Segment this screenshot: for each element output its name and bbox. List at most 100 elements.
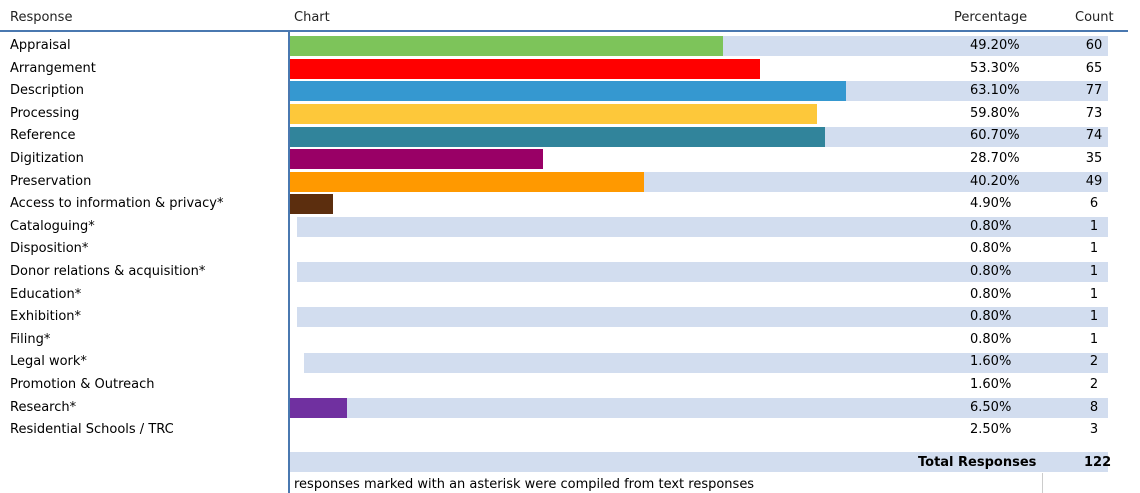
count-label: 65 — [1085, 60, 1103, 76]
percent-label: 0.80% — [970, 286, 1012, 302]
percent-label: 0.80% — [970, 218, 1012, 234]
category-label: Reference — [10, 128, 76, 144]
bar — [290, 397, 348, 418]
bar — [290, 262, 298, 283]
percent-label: 53.30% — [970, 60, 1020, 76]
category-label: Disposition* — [10, 241, 89, 257]
table-row: Description 63.10% 77 — [0, 80, 1140, 103]
count-label: 3 — [1089, 422, 1099, 438]
category-label: Arrangement — [10, 60, 96, 76]
percent-label: 63.10% — [970, 83, 1020, 99]
chart-column-divider — [288, 30, 290, 493]
table-row: Exhibition* 0.80% 1 — [0, 306, 1140, 329]
category-label: Research* — [10, 399, 77, 415]
percent-label: 6.50% — [970, 399, 1012, 415]
header-count: Count — [1075, 10, 1114, 25]
table-row: Access to information & privacy* 4.90% 6 — [0, 193, 1140, 216]
percent-label: 0.80% — [970, 241, 1012, 257]
bar — [290, 104, 817, 125]
bar — [290, 36, 724, 57]
table-row: Processing 59.80% 73 — [0, 103, 1140, 126]
header-percentage: Percentage — [954, 10, 1028, 25]
header-response: Response — [10, 10, 73, 25]
table-row: Preservation 40.20% 49 — [0, 171, 1140, 194]
category-label: Legal work* — [10, 354, 87, 370]
bar — [290, 330, 298, 351]
table-row: Research* 6.50% 8 — [0, 397, 1140, 420]
row-band — [290, 352, 1108, 373]
bar — [290, 126, 825, 147]
category-label: Digitization — [10, 151, 84, 166]
category-label: Description — [10, 83, 85, 99]
category-label: Processing — [10, 105, 80, 121]
category-label: Preservation — [10, 173, 92, 189]
category-label: Residential Schools / TRC — [10, 422, 174, 438]
bar — [290, 307, 298, 328]
percent-label: 1.60% — [970, 354, 1012, 370]
category-label: Donor relations & acquisition* — [10, 264, 206, 279]
percent-label: 28.70% — [970, 151, 1020, 166]
total-row-band — [290, 452, 1108, 472]
percent-label: 49.20% — [970, 38, 1020, 53]
count-label: 35 — [1085, 151, 1103, 166]
category-label: Cataloguing* — [10, 218, 95, 234]
total-responses-value: 122 — [1084, 455, 1112, 470]
row-band — [290, 262, 1108, 283]
footnote-box — [290, 473, 1043, 493]
percent-label: 0.80% — [970, 309, 1012, 325]
category-label: Education* — [10, 286, 82, 302]
table-row: Education* 0.80% 1 — [0, 284, 1140, 307]
bar — [290, 239, 298, 260]
table-row: Appraisal 49.20% 60 — [0, 35, 1140, 58]
table-row: Donor relations & acquisition* 0.80% 1 — [0, 261, 1140, 284]
bar — [290, 171, 645, 192]
count-label: 6 — [1089, 196, 1099, 212]
count-label: 1 — [1089, 264, 1099, 279]
category-label: Exhibition* — [10, 309, 82, 325]
table-row: Residential Schools / TRC 2.50% 3 — [0, 419, 1140, 442]
percent-label: 4.90% — [970, 196, 1012, 212]
percent-label: 2.50% — [970, 422, 1012, 438]
category-label: Filing* — [10, 331, 51, 347]
count-label: 2 — [1089, 377, 1099, 392]
row-band — [290, 217, 1108, 238]
bar — [290, 58, 760, 79]
row-band — [290, 307, 1108, 328]
table-row: Cataloguing* 0.80% 1 — [0, 216, 1140, 239]
count-label: 77 — [1085, 83, 1103, 99]
bar — [290, 352, 305, 373]
bar — [290, 81, 846, 102]
percent-label: 59.80% — [970, 105, 1020, 121]
header-chart: Chart — [294, 10, 330, 25]
count-label: 8 — [1089, 399, 1099, 415]
count-label: 1 — [1089, 331, 1099, 347]
count-label: 74 — [1085, 128, 1103, 144]
count-label: 49 — [1085, 173, 1103, 189]
table-row: Promotion & Outreach 1.60% 2 — [0, 374, 1140, 397]
percent-label: 60.70% — [970, 128, 1020, 144]
row-band — [290, 397, 1108, 418]
table-row: Digitization 28.70% 35 — [0, 148, 1140, 171]
percent-label: 0.80% — [970, 264, 1012, 279]
percent-label: 40.20% — [970, 173, 1020, 189]
count-label: 1 — [1089, 286, 1099, 302]
table-row: Filing* 0.80% 1 — [0, 329, 1140, 352]
bar — [290, 149, 543, 170]
table-row: Arrangement 53.30% 65 — [0, 58, 1140, 81]
count-label: 73 — [1085, 105, 1103, 121]
footnote: responses marked with an asterisk were c… — [294, 477, 755, 492]
count-label: 2 — [1089, 354, 1099, 370]
category-label: Promotion & Outreach — [10, 377, 155, 392]
bar — [290, 217, 298, 238]
bar — [290, 284, 298, 305]
table-row: Legal work* 1.60% 2 — [0, 351, 1140, 374]
count-label: 1 — [1089, 309, 1099, 325]
bar — [290, 375, 305, 396]
count-label: 60 — [1085, 38, 1103, 53]
category-label: Appraisal — [10, 38, 71, 53]
table-row: Disposition* 0.80% 1 — [0, 238, 1140, 261]
total-responses-label: Total Responses — [918, 455, 1037, 470]
percent-label: 0.80% — [970, 331, 1012, 347]
count-label: 1 — [1089, 218, 1099, 234]
bar — [290, 420, 313, 441]
